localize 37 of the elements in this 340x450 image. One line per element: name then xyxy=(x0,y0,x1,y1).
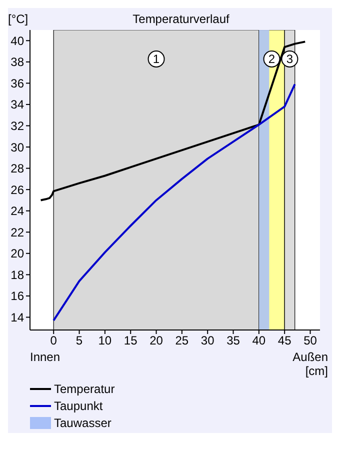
y-tick-label: 40 xyxy=(10,34,24,48)
band-label: 1 xyxy=(152,52,160,66)
y-tick-label: 18 xyxy=(10,268,24,282)
legend-label: Temperatur xyxy=(54,382,115,396)
text: Außen xyxy=(292,350,328,364)
x-tick-label: 35 xyxy=(226,334,240,348)
y-tick-label: 28 xyxy=(10,162,24,176)
legend-label: Taupunkt xyxy=(54,398,103,412)
y-tick-label: 34 xyxy=(10,98,24,112)
x-axis-title: [cm] xyxy=(305,364,328,378)
legend-label: Tauwasser xyxy=(54,416,112,430)
x-tick-label: 0 xyxy=(50,334,58,348)
x-tick-label: 40 xyxy=(252,334,266,348)
band-label: 2 xyxy=(268,52,276,66)
y-tick-label: 22 xyxy=(10,225,24,240)
y-tick-label: 16 xyxy=(10,289,24,304)
y-tick-label: 38 xyxy=(10,55,24,70)
x-tick-label: 50 xyxy=(304,334,318,348)
y-tick-label: 20 xyxy=(10,246,24,261)
y-tick-label: 24 xyxy=(10,204,24,218)
y-axis-title: [°C] xyxy=(8,12,28,26)
y-tick-label: 36 xyxy=(10,76,24,90)
y-tick-label: 32 xyxy=(10,119,24,134)
y-tick-label: 30 xyxy=(10,140,24,154)
x-tick-label: 30 xyxy=(200,334,215,348)
x-tick-label: 15 xyxy=(124,334,138,348)
x-tick-label: 20 xyxy=(150,334,164,348)
x-tick-label: 5 xyxy=(76,334,83,348)
y-tick-label: 26 xyxy=(10,182,24,197)
text: Innen xyxy=(30,350,60,364)
y-tick-label: 14 xyxy=(10,310,24,324)
x-tick-label: 25 xyxy=(175,334,189,348)
x-tick-label: 10 xyxy=(98,334,112,348)
chart-title: Temperaturverlauf xyxy=(132,12,230,26)
band-label: 3 xyxy=(286,52,294,66)
line-series xyxy=(52,83,296,322)
x-tick-label: 45 xyxy=(278,334,292,348)
